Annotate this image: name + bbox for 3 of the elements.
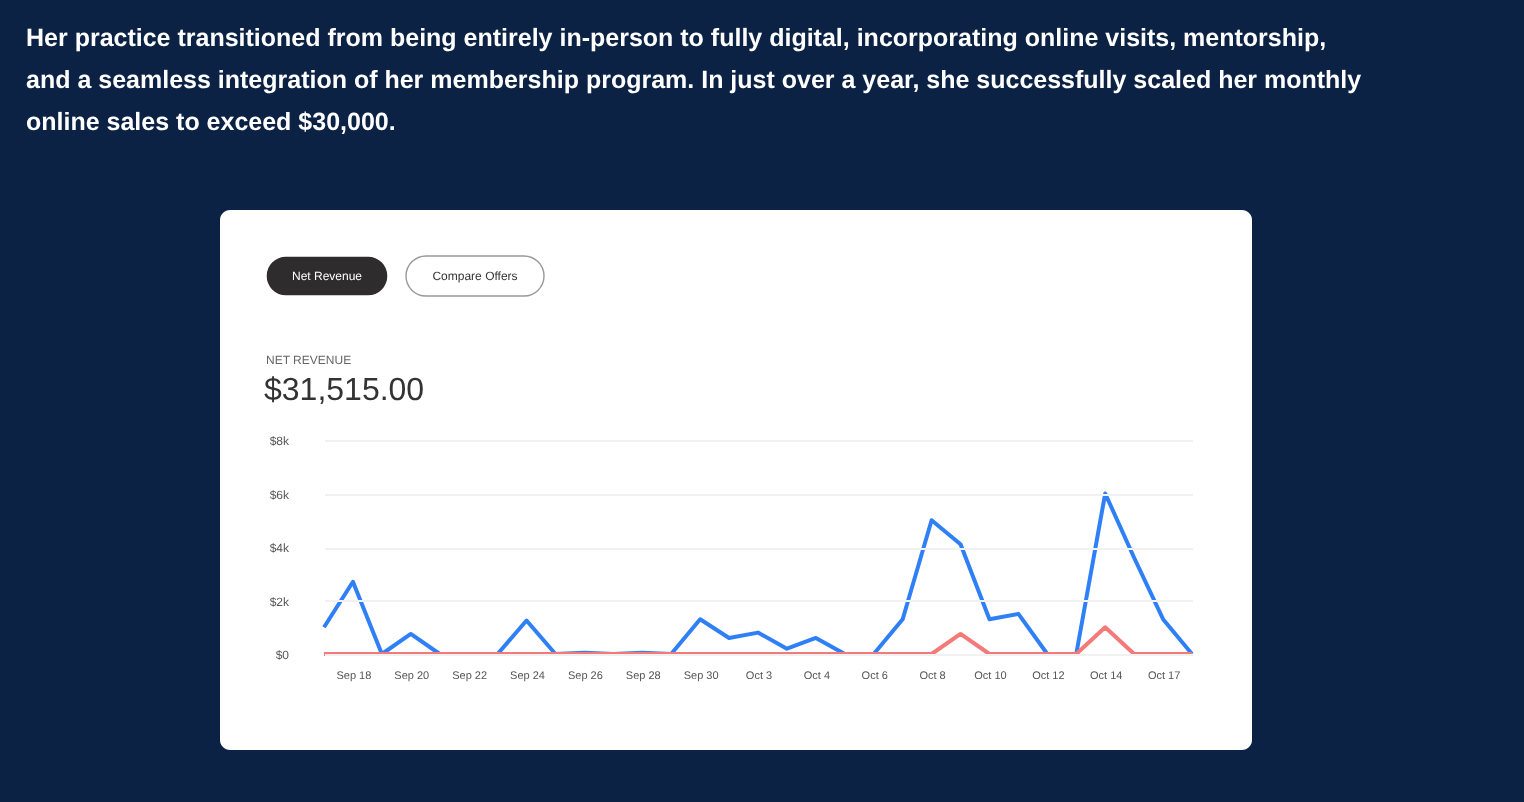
chart-title: Her practice transitioned from being entirely in-person to fully digital, incorporating online visits, mentorship, and a seamless integration of her membership program. In just over a year, she successfully scaled her monthly online sales to exceed $30,000. (26, 24, 1362, 136)
text: $31,515.00 (264, 374, 425, 408)
line-series (322, 491, 1194, 656)
